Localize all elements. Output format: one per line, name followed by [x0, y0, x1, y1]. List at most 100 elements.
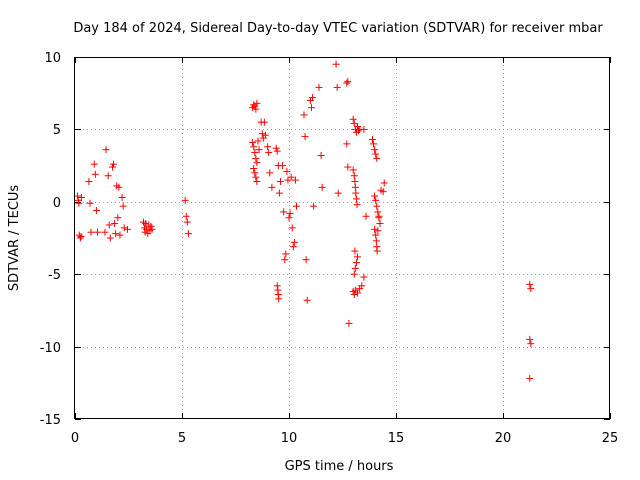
data-point — [343, 79, 351, 87]
data-point — [250, 164, 258, 172]
data-point — [252, 173, 260, 181]
data-point — [264, 143, 272, 151]
data-point — [380, 179, 388, 187]
data-point — [102, 146, 110, 154]
data-point — [303, 296, 311, 304]
data-point — [85, 178, 93, 186]
data-point — [360, 273, 368, 281]
data-point — [318, 183, 326, 191]
data-point — [92, 206, 100, 214]
data-point — [86, 199, 94, 207]
data-point — [350, 290, 358, 298]
data-point — [292, 202, 300, 210]
data-point — [309, 94, 317, 102]
data-point — [301, 133, 309, 141]
data-point — [371, 192, 379, 200]
data-point — [258, 130, 266, 138]
data-point — [373, 247, 381, 255]
data-point — [101, 228, 109, 236]
data-point — [273, 282, 281, 290]
data-point — [355, 127, 363, 135]
data-point — [93, 228, 101, 236]
data-point — [106, 234, 114, 242]
data-point — [345, 319, 353, 327]
data-point — [75, 231, 83, 239]
data-point — [281, 256, 289, 264]
data-point — [374, 208, 382, 216]
data-point — [344, 78, 352, 86]
data-point — [375, 212, 383, 220]
data-point — [249, 138, 257, 146]
data-point — [116, 231, 124, 239]
x-tick-labels: 0 5 10 15 20 25 — [71, 431, 618, 446]
data-point — [332, 60, 340, 68]
data-point — [76, 234, 84, 242]
y-axis-label: SDTVAR / TECUs — [7, 185, 22, 292]
data-point — [77, 233, 85, 241]
data-point — [350, 172, 358, 180]
x-tick-label: 25 — [602, 431, 619, 446]
data-point — [290, 238, 298, 246]
y-tick-label: -5 — [48, 268, 61, 283]
data-point — [376, 220, 384, 228]
data-point — [288, 224, 296, 232]
data-point — [147, 222, 155, 230]
data-point — [275, 295, 283, 303]
data-point — [91, 170, 99, 178]
data-point — [255, 146, 263, 154]
data-point — [104, 172, 112, 180]
data-point — [253, 99, 261, 107]
data-point — [114, 214, 122, 222]
y-tick-label: -15 — [40, 413, 61, 428]
data-point — [302, 256, 310, 264]
plot-border — [74, 57, 610, 419]
data-point — [307, 104, 315, 112]
data-point — [334, 189, 342, 197]
data-point — [181, 196, 189, 204]
data-point — [266, 169, 274, 177]
data-point — [353, 253, 361, 261]
data-point — [282, 250, 290, 258]
y-tick-label: 5 — [53, 123, 61, 138]
data-point — [343, 140, 351, 148]
data-point — [75, 199, 83, 207]
data-point — [352, 259, 360, 267]
data-point — [115, 183, 123, 191]
x-tick-label: 20 — [495, 431, 512, 446]
data-point — [360, 125, 368, 133]
data-point — [333, 83, 341, 91]
data-point — [368, 136, 376, 144]
data-point — [120, 224, 128, 232]
data-point — [90, 160, 98, 168]
data-point — [279, 162, 287, 170]
data-point — [351, 247, 359, 255]
data-point — [352, 195, 360, 203]
data-point — [291, 176, 299, 184]
data-point — [110, 160, 118, 168]
data-point — [300, 111, 308, 119]
y-tick-label: 10 — [44, 51, 61, 66]
data-point — [358, 282, 366, 290]
data-points — [74, 60, 535, 382]
data-point — [284, 176, 292, 184]
data-point — [108, 163, 116, 171]
data-point — [253, 178, 261, 186]
data-point — [268, 183, 276, 191]
x-tick-label: 15 — [388, 431, 405, 446]
data-point — [371, 146, 379, 154]
data-point — [287, 173, 295, 181]
data-point — [275, 189, 283, 197]
y-tick-label: -10 — [40, 341, 61, 356]
data-point — [182, 212, 190, 220]
data-point — [350, 120, 358, 128]
data-point — [317, 151, 325, 159]
data-point — [260, 118, 268, 126]
data-point — [276, 178, 284, 186]
data-point — [253, 159, 261, 167]
data-point — [374, 227, 382, 235]
data-point — [119, 202, 127, 210]
data-point — [352, 189, 360, 197]
data-point — [370, 140, 378, 148]
data-point — [310, 202, 318, 210]
